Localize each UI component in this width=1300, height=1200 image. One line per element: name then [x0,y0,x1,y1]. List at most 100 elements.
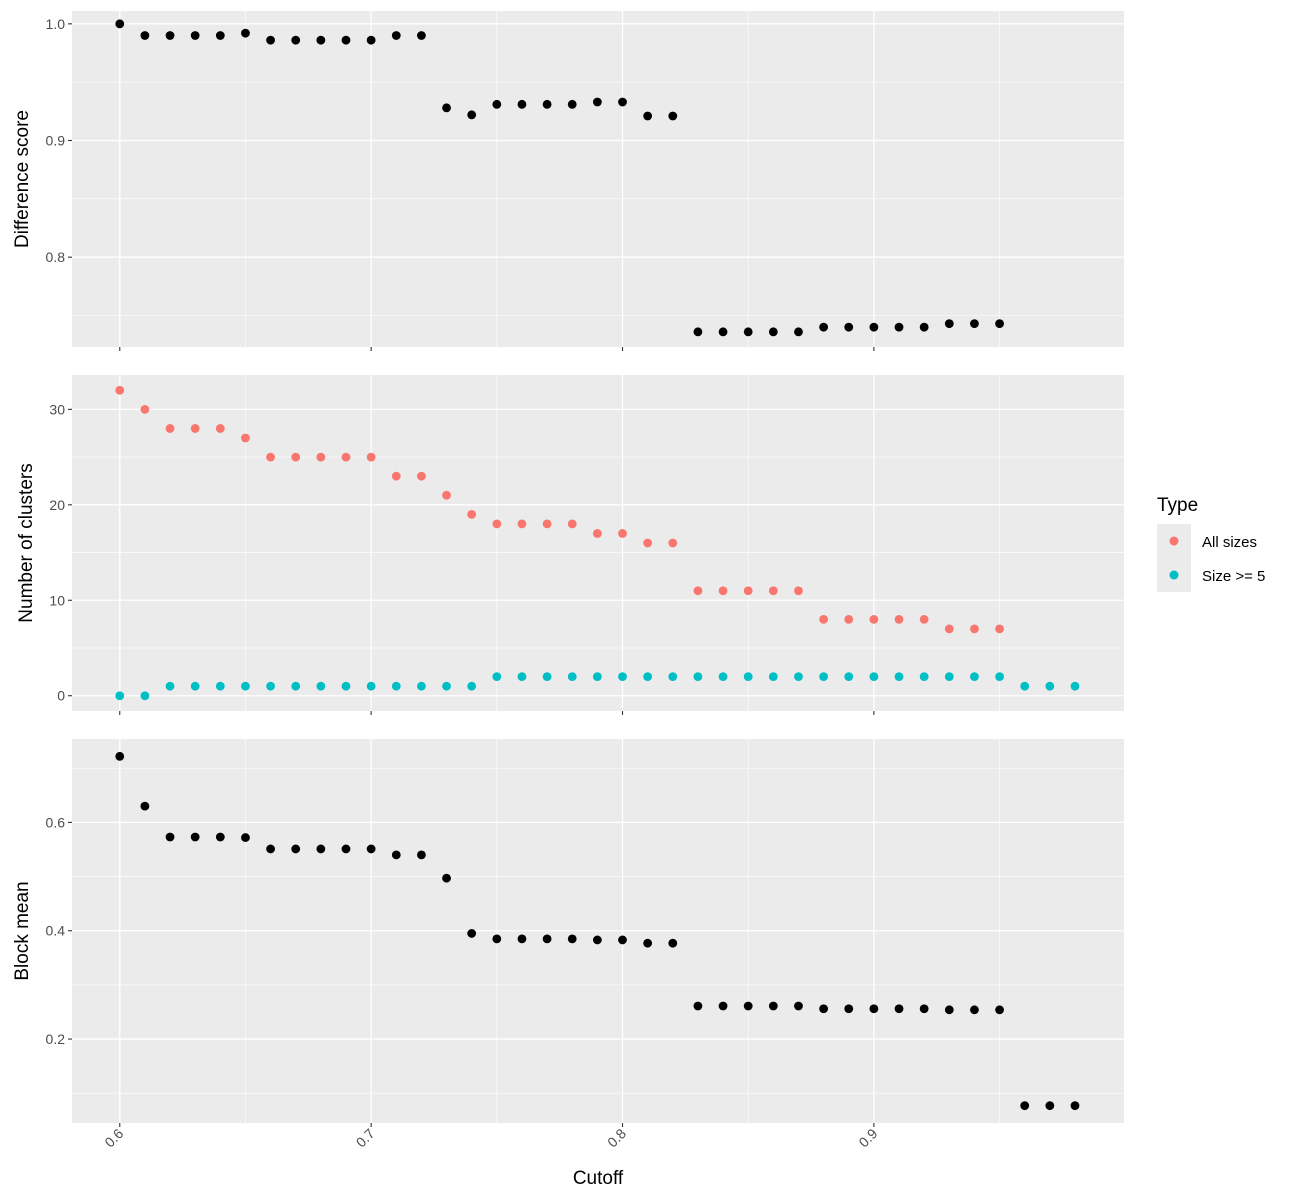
series-1 [115,19,1004,337]
x-tick-label: 0.8 [604,1125,629,1150]
data-point [165,424,175,433]
data-point [291,452,301,462]
data-point [391,31,401,40]
data-point [190,681,200,691]
data-point [165,832,175,842]
data-point [542,934,552,944]
data-point [970,672,979,682]
data-point [668,672,678,682]
data-point [417,31,426,40]
x-axis-title: Cutoff [573,1168,624,1189]
data-point [718,327,728,337]
data-point [1045,681,1055,691]
y-tick-label: 0.2 [46,1031,66,1047]
data-point [567,672,577,682]
data-point [115,691,125,701]
data-point [995,672,1004,682]
y-tick-label: 1.0 [46,16,66,32]
data-point [1045,1101,1055,1111]
data-point [140,801,150,811]
data-point [869,322,879,332]
data-point [215,424,225,433]
data-point [592,97,602,107]
data-point [542,519,552,529]
legend-key-all-sizes-icon [1169,536,1179,546]
y-tick-label: 0 [57,688,65,704]
data-point [467,929,477,938]
data-point [266,35,275,45]
data-point [894,672,904,682]
data-point [894,614,904,624]
data-point [1070,681,1080,691]
data-point [492,672,502,682]
data-point [492,99,502,109]
data-point [768,1001,778,1011]
data-point [768,672,778,682]
data-point [366,35,376,45]
data-point [165,31,175,40]
data-point [919,614,929,624]
data-point [819,322,829,332]
data-point [1070,1101,1080,1111]
data-point [919,322,929,332]
y-tick-label: 20 [49,497,65,513]
data-point [869,1004,879,1014]
y-axis-title: Number of clusters [16,463,37,622]
data-point [417,850,426,860]
data-point [442,873,451,883]
data-point [417,471,426,481]
data-point [995,319,1004,329]
data-point [618,529,627,538]
data-point [743,327,753,337]
y-axis-title: Difference score [12,110,33,248]
x-tick-label: 0.9 [855,1125,880,1150]
data-point [190,31,200,40]
series-1 [115,385,1004,634]
data-point [316,844,326,854]
data-point [919,672,929,682]
data-point [592,529,602,538]
data-point [944,624,954,634]
data-point [190,424,200,433]
data-point [241,833,250,842]
data-point [241,28,250,38]
data-point [844,322,854,332]
data-point [467,509,477,519]
data-point [442,681,451,691]
data-point [693,672,703,682]
data-point [140,691,150,701]
data-point [241,433,250,443]
data-point [718,672,728,682]
data-point [366,844,376,854]
data-point [844,1004,854,1014]
data-point [115,385,125,395]
data-point [1020,681,1030,691]
series-1 [115,751,1080,1111]
data-point [970,319,979,329]
data-point [291,844,301,854]
legend-key-size-5-icon [1169,570,1179,580]
data-point [618,935,627,945]
data-point [643,672,653,682]
data-point [140,31,150,40]
data-point [442,490,451,500]
y-tick-label: 0.9 [46,133,66,149]
data-point [944,672,954,682]
data-point [442,103,451,113]
legend-title: Type [1157,495,1198,516]
data-point [366,452,376,462]
panel-1: 0.8 0.9 1.0 Difference score [12,11,1124,351]
data-point [266,844,275,854]
data-point [995,1005,1004,1015]
data-point [391,681,401,691]
data-point [794,586,803,596]
data-point [266,452,275,462]
y-tick-label: 0.4 [46,923,66,939]
data-point [970,1005,979,1015]
y-tick-label: 0.8 [46,249,66,265]
data-point [391,471,401,481]
data-point [819,672,829,682]
data-point [190,832,200,842]
data-point [618,97,627,107]
data-point [467,110,477,120]
